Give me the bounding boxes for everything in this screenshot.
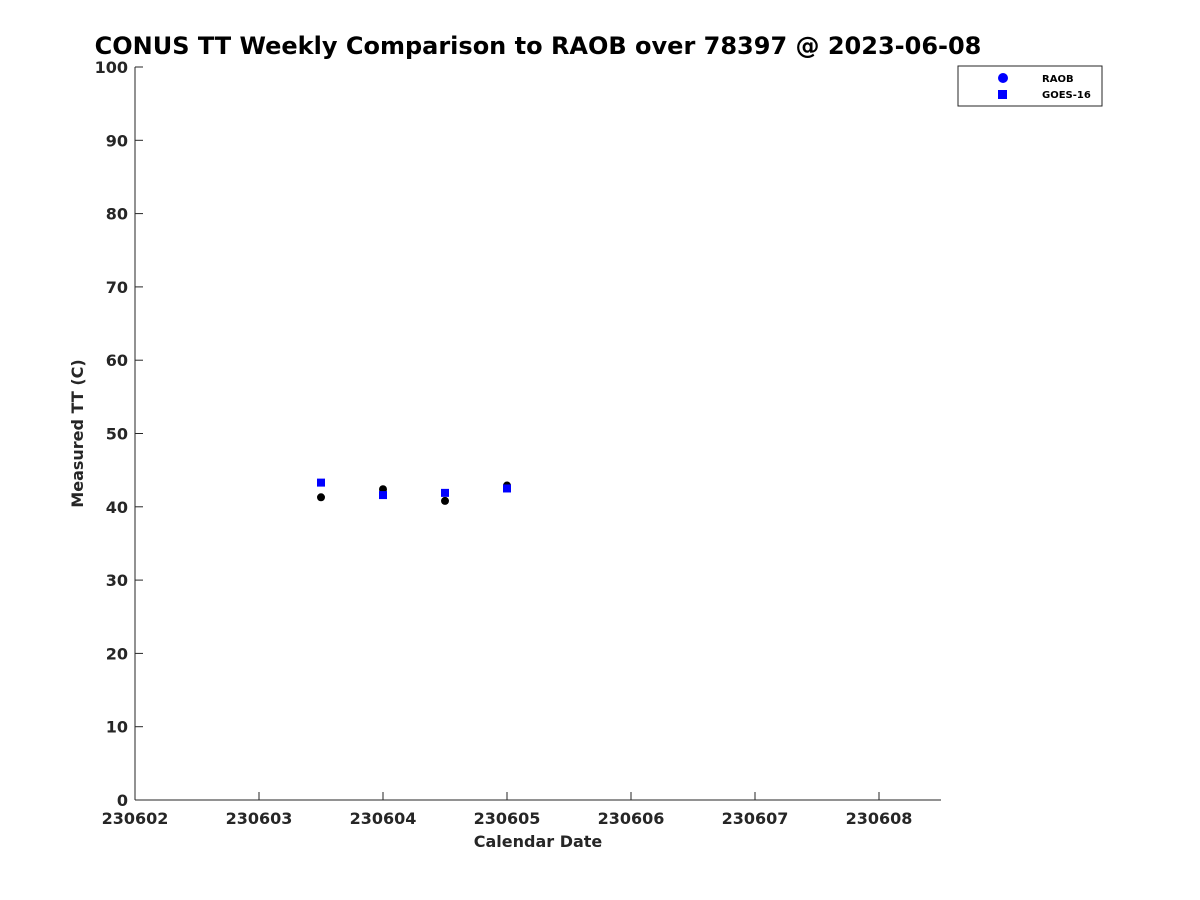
y-axis-ticks: 0 10 20 30 40 50 60 70 80 90 100 [95,58,143,810]
x-tick-label: 230605 [474,809,541,828]
x-tick-label: 230603 [226,809,293,828]
goes-16-point [441,488,449,497]
y-tick-label: 0 [117,791,128,810]
goes-16-point [503,484,511,493]
y-tick-label: 70 [106,278,128,297]
legend-box [957,65,1103,107]
plot-area [135,67,941,800]
raob-point [441,496,449,505]
chart-title: CONUS TT Weekly Comparison to RAOB over … [95,32,982,60]
legend-label-goes-16: GOES-16 [1042,90,1091,101]
data-points [317,478,511,505]
y-tick-label: 90 [106,131,128,150]
x-tick-label: 230602 [102,809,169,828]
legend-marker-goes-16 [998,90,1007,99]
x-tick-label: 230604 [350,809,417,828]
x-axis-ticks: 230602 230603 230604 230605 230606 230607 2306… [102,792,913,828]
x-tick-label: 230608 [846,809,913,828]
y-tick-label: 30 [106,571,128,590]
legend: RAOB GOES-16 [957,65,1103,107]
y-axis-label: Measured TT (C) [68,359,87,507]
y-tick-label: 10 [106,718,128,737]
y-tick-label: 40 [106,498,128,517]
x-tick-label: 230607 [722,809,789,828]
y-tick-label: 80 [106,205,128,224]
y-tick-label: 20 [106,644,128,663]
y-tick-label: 60 [106,351,128,370]
legend-marker-raob [998,73,1008,83]
y-tick-label: 50 [106,425,128,444]
legend-label-raob: RAOB [1042,74,1074,85]
x-axis-label: Calendar Date [474,832,603,851]
goes-16-point [317,478,325,487]
x-tick-label: 230606 [598,809,665,828]
y-tick-label: 100 [95,58,128,77]
goes-16-point [379,491,387,500]
raob-point [317,493,325,502]
